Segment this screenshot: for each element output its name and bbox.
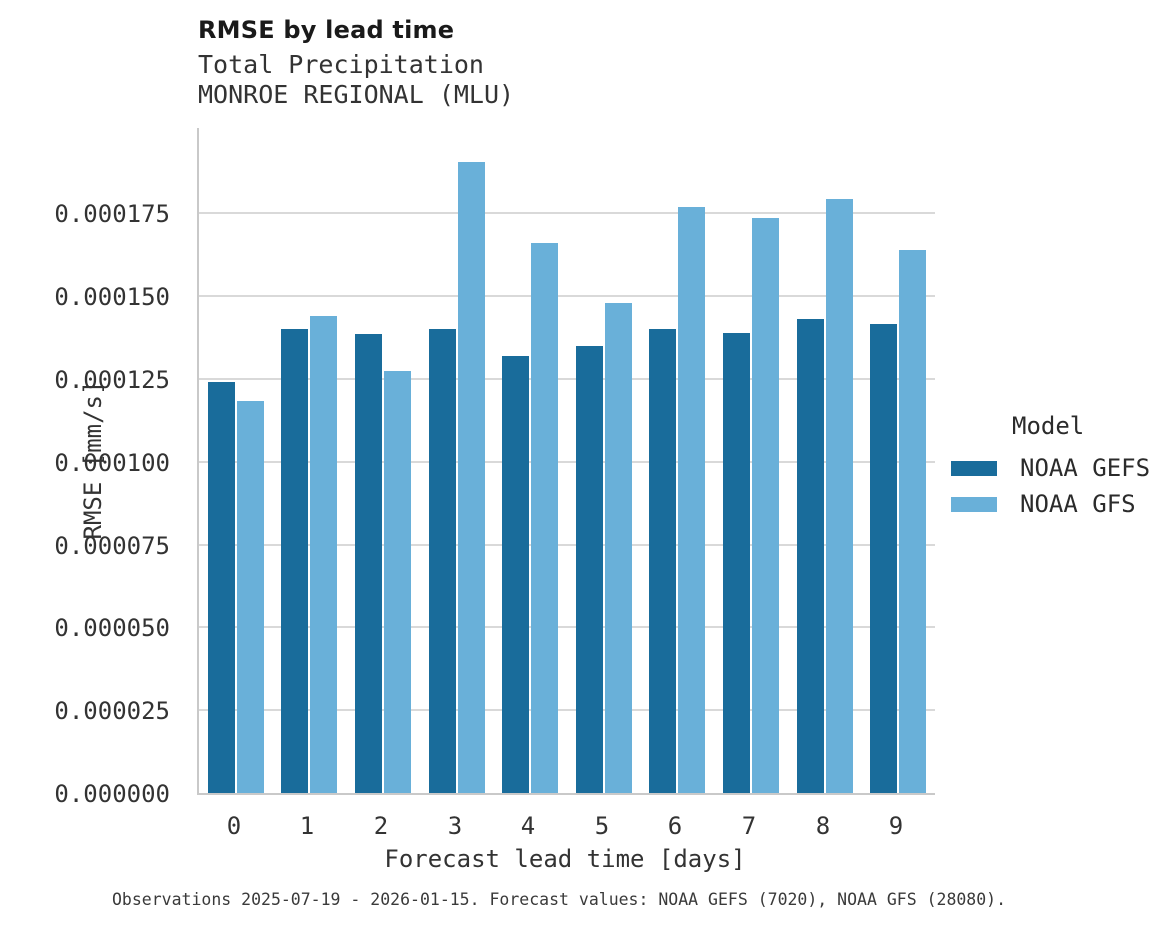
x-tick-label-1: 1: [299, 812, 315, 840]
bar-noaa-gefs-day-0: [208, 382, 235, 793]
gridline-0.000175: [199, 212, 935, 214]
bar-noaa-gfs-day-8: [826, 199, 853, 793]
chart-subtitle-station: MONROE REGIONAL (MLU): [198, 80, 515, 109]
y-tick-label-0.000150: 0.000150: [54, 283, 170, 311]
bar-noaa-gfs-day-4: [531, 243, 558, 793]
gridline-0.000075: [199, 544, 935, 546]
chart-title: RMSE by lead time: [198, 16, 455, 44]
legend-swatch-gfs: [951, 496, 997, 512]
y-tick-label-0.000175: 0.000175: [54, 200, 170, 228]
x-tick-label-0: 0: [226, 812, 242, 840]
x-tick-label-2: 2: [373, 812, 389, 840]
y-tick-label-0.000125: 0.000125: [54, 366, 170, 394]
x-tick-label-8: 8: [815, 812, 831, 840]
bar-noaa-gefs-day-4: [502, 356, 529, 793]
chart-subtitle-variable: Total Precipitation: [198, 50, 484, 79]
bar-noaa-gfs-day-3: [458, 162, 485, 793]
footer-caption: Observations 2025-07-19 - 2026-01-15. Fo…: [112, 890, 1007, 909]
bar-noaa-gfs-day-1: [310, 316, 337, 793]
y-tick-label-0.000075: 0.000075: [54, 532, 170, 560]
gridline-0.000100: [199, 461, 935, 463]
gridline-0.000125: [199, 378, 935, 380]
legend-title: Model: [1012, 412, 1085, 440]
bar-noaa-gefs-day-8: [797, 319, 824, 793]
x-tick-label-5: 5: [594, 812, 610, 840]
bar-noaa-gefs-day-3: [429, 329, 456, 793]
gridline-0.000050: [199, 626, 935, 628]
bar-noaa-gfs-day-5: [605, 303, 632, 793]
y-tick-label-0.000025: 0.000025: [54, 697, 170, 725]
bar-noaa-gefs-day-7: [723, 333, 750, 793]
bar-noaa-gefs-day-2: [355, 334, 382, 793]
y-tick-label-0.000050: 0.000050: [54, 614, 170, 642]
y-tick-label-0.000100: 0.000100: [54, 449, 170, 477]
x-tick-label-9: 9: [888, 812, 904, 840]
x-tick-label-6: 6: [667, 812, 683, 840]
gridline-0.000025: [199, 709, 935, 711]
y-tick-label-0.000000: 0.000000: [54, 780, 170, 808]
x-tick-label-4: 4: [520, 812, 536, 840]
bar-noaa-gefs-day-5: [576, 346, 603, 793]
bar-noaa-gfs-day-7: [752, 218, 779, 793]
bar-noaa-gfs-day-9: [899, 250, 926, 793]
bar-noaa-gfs-day-0: [237, 401, 264, 793]
x-tick-label-3: 3: [447, 812, 463, 840]
x-tick-label-7: 7: [741, 812, 757, 840]
legend-entry-gfs: NOAA GFS: [951, 486, 1150, 522]
bar-noaa-gefs-day-9: [870, 324, 897, 793]
bar-noaa-gfs-day-2: [384, 371, 411, 793]
legend-swatch-gefs: [951, 460, 997, 476]
gridline-0.000150: [199, 295, 935, 297]
bar-noaa-gfs-day-6: [678, 207, 705, 793]
plot-area: [197, 128, 935, 795]
bar-noaa-gefs-day-1: [281, 329, 308, 793]
bar-noaa-gefs-day-6: [649, 329, 676, 793]
legend-entry-gefs: NOAA GEFS: [951, 450, 1150, 486]
x-axis-label: Forecast lead time [days]: [384, 845, 746, 873]
legend-label-gfs: NOAA GFS: [1020, 490, 1136, 518]
legend-label-gefs: NOAA GEFS: [1020, 454, 1151, 482]
legend: Model NOAA GEFS NOAA GFS: [951, 412, 1150, 522]
